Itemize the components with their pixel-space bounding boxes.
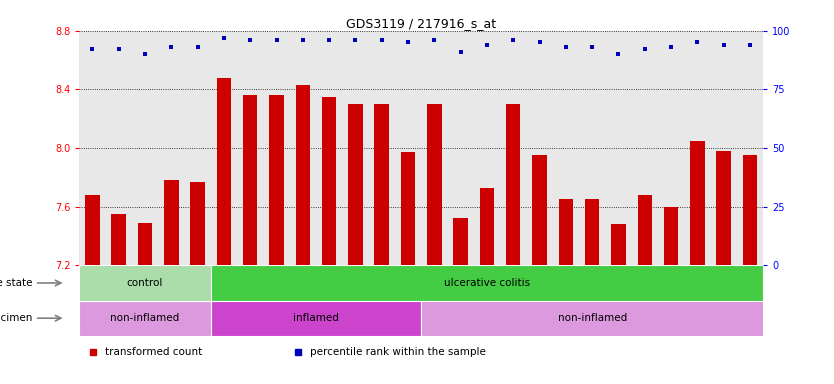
Point bbox=[559, 44, 572, 50]
Bar bbox=[421, 301, 763, 336]
Bar bbox=[138, 223, 153, 265]
Point bbox=[349, 37, 362, 43]
Bar bbox=[190, 182, 205, 265]
Point bbox=[191, 44, 204, 50]
Text: specimen: specimen bbox=[0, 313, 33, 323]
Point bbox=[112, 46, 125, 53]
Bar bbox=[559, 199, 573, 265]
Point bbox=[86, 46, 99, 53]
Bar bbox=[217, 78, 231, 265]
Bar bbox=[454, 218, 468, 265]
Point bbox=[296, 37, 309, 43]
Bar bbox=[637, 195, 652, 265]
Bar bbox=[716, 151, 731, 265]
Bar bbox=[295, 85, 310, 265]
Point bbox=[454, 49, 467, 55]
Bar bbox=[743, 156, 757, 265]
Point bbox=[164, 44, 178, 50]
Bar bbox=[243, 95, 258, 265]
Point bbox=[217, 35, 230, 41]
Bar bbox=[85, 195, 99, 265]
Bar bbox=[532, 156, 547, 265]
Point bbox=[480, 42, 494, 48]
Text: disease state: disease state bbox=[0, 278, 33, 288]
Point bbox=[375, 37, 389, 43]
Point bbox=[428, 37, 441, 43]
Text: non-inflamed: non-inflamed bbox=[110, 313, 179, 323]
Text: ulcerative colitis: ulcerative colitis bbox=[444, 278, 530, 288]
Point bbox=[506, 37, 520, 43]
Bar bbox=[112, 214, 126, 265]
Point bbox=[138, 51, 152, 57]
Point bbox=[743, 42, 756, 48]
Point bbox=[691, 40, 704, 46]
Point bbox=[665, 44, 678, 50]
Point bbox=[638, 46, 651, 53]
Point bbox=[585, 44, 599, 50]
Text: percentile rank within the sample: percentile rank within the sample bbox=[310, 347, 486, 357]
Point bbox=[270, 37, 284, 43]
Bar bbox=[664, 207, 678, 265]
Point bbox=[533, 40, 546, 46]
Point bbox=[612, 51, 626, 57]
Bar bbox=[348, 104, 363, 265]
Text: non-inflamed: non-inflamed bbox=[557, 313, 627, 323]
Bar bbox=[690, 141, 705, 265]
Point bbox=[323, 37, 336, 43]
Text: transformed count: transformed count bbox=[105, 347, 203, 357]
Bar bbox=[79, 265, 211, 301]
Point bbox=[717, 42, 731, 48]
Text: control: control bbox=[127, 278, 163, 288]
Bar bbox=[164, 180, 178, 265]
Bar bbox=[611, 224, 626, 265]
Bar bbox=[211, 301, 421, 336]
Bar bbox=[480, 188, 495, 265]
Point bbox=[401, 40, 414, 46]
Text: inflamed: inflamed bbox=[293, 313, 339, 323]
Bar bbox=[506, 104, 520, 265]
Point bbox=[244, 37, 257, 43]
Bar bbox=[211, 265, 763, 301]
Bar bbox=[322, 97, 336, 265]
Bar bbox=[269, 95, 284, 265]
Bar bbox=[401, 152, 415, 265]
Bar bbox=[79, 301, 211, 336]
Title: GDS3119 / 217916_s_at: GDS3119 / 217916_s_at bbox=[346, 17, 496, 30]
Bar bbox=[585, 199, 600, 265]
Bar bbox=[374, 104, 389, 265]
Bar bbox=[427, 104, 441, 265]
